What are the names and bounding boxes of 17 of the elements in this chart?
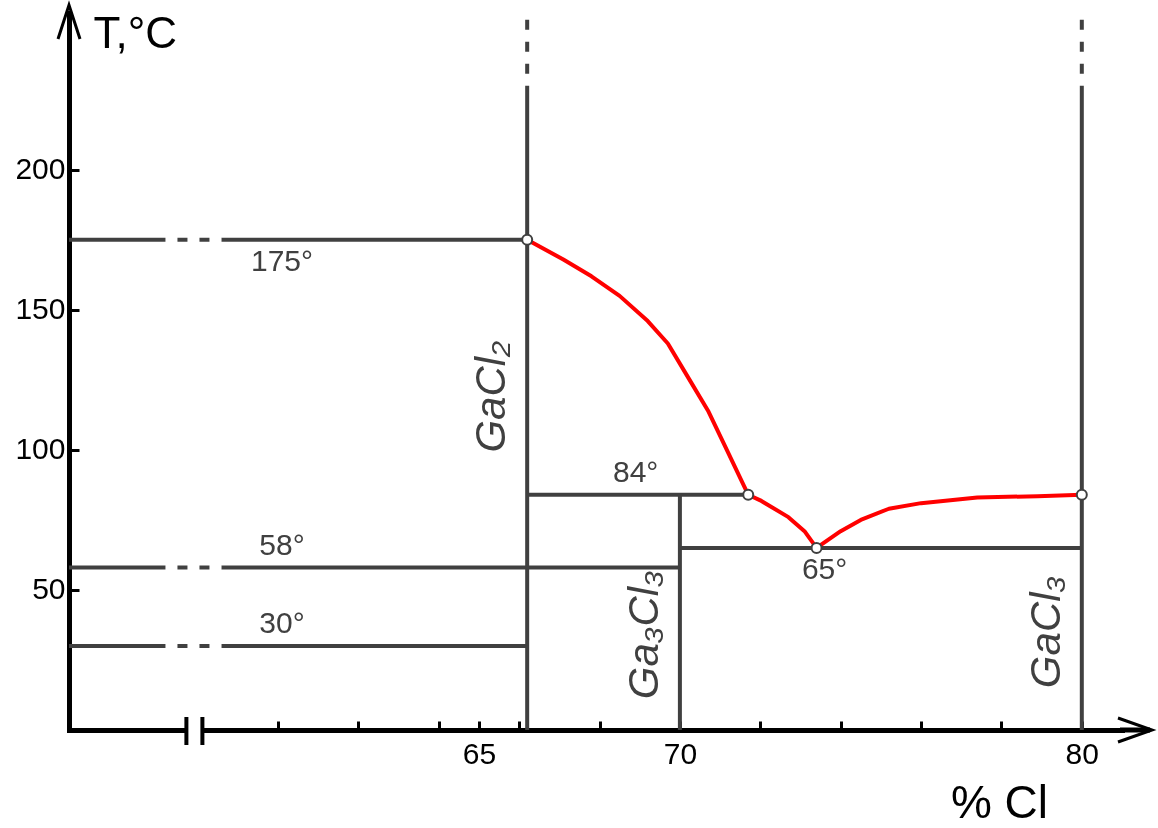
annotation: GaCl₂ [467,340,515,453]
annotation: 58° [259,527,305,561]
annotation: GaCl₃ [1021,575,1069,689]
y-tick-label: 50 [32,572,66,606]
annotation: 175° [250,243,314,277]
annotation: 65° [801,551,848,585]
annotation: 30° [259,605,305,639]
x-axis-title: % Cl [950,775,1049,828]
annotation: Ga₃Cl₃ [619,570,667,700]
y-tick-label: 200 [15,152,66,186]
y-tick-label: 100 [15,432,66,466]
x-tick-label: 70 [663,736,698,770]
x-tick-label: 65 [462,736,497,770]
x-tick-label: 80 [1065,736,1099,770]
annotation: 84° [613,454,659,488]
y-axis-title: T,°C [93,7,178,57]
y-tick-label: 150 [15,292,66,326]
